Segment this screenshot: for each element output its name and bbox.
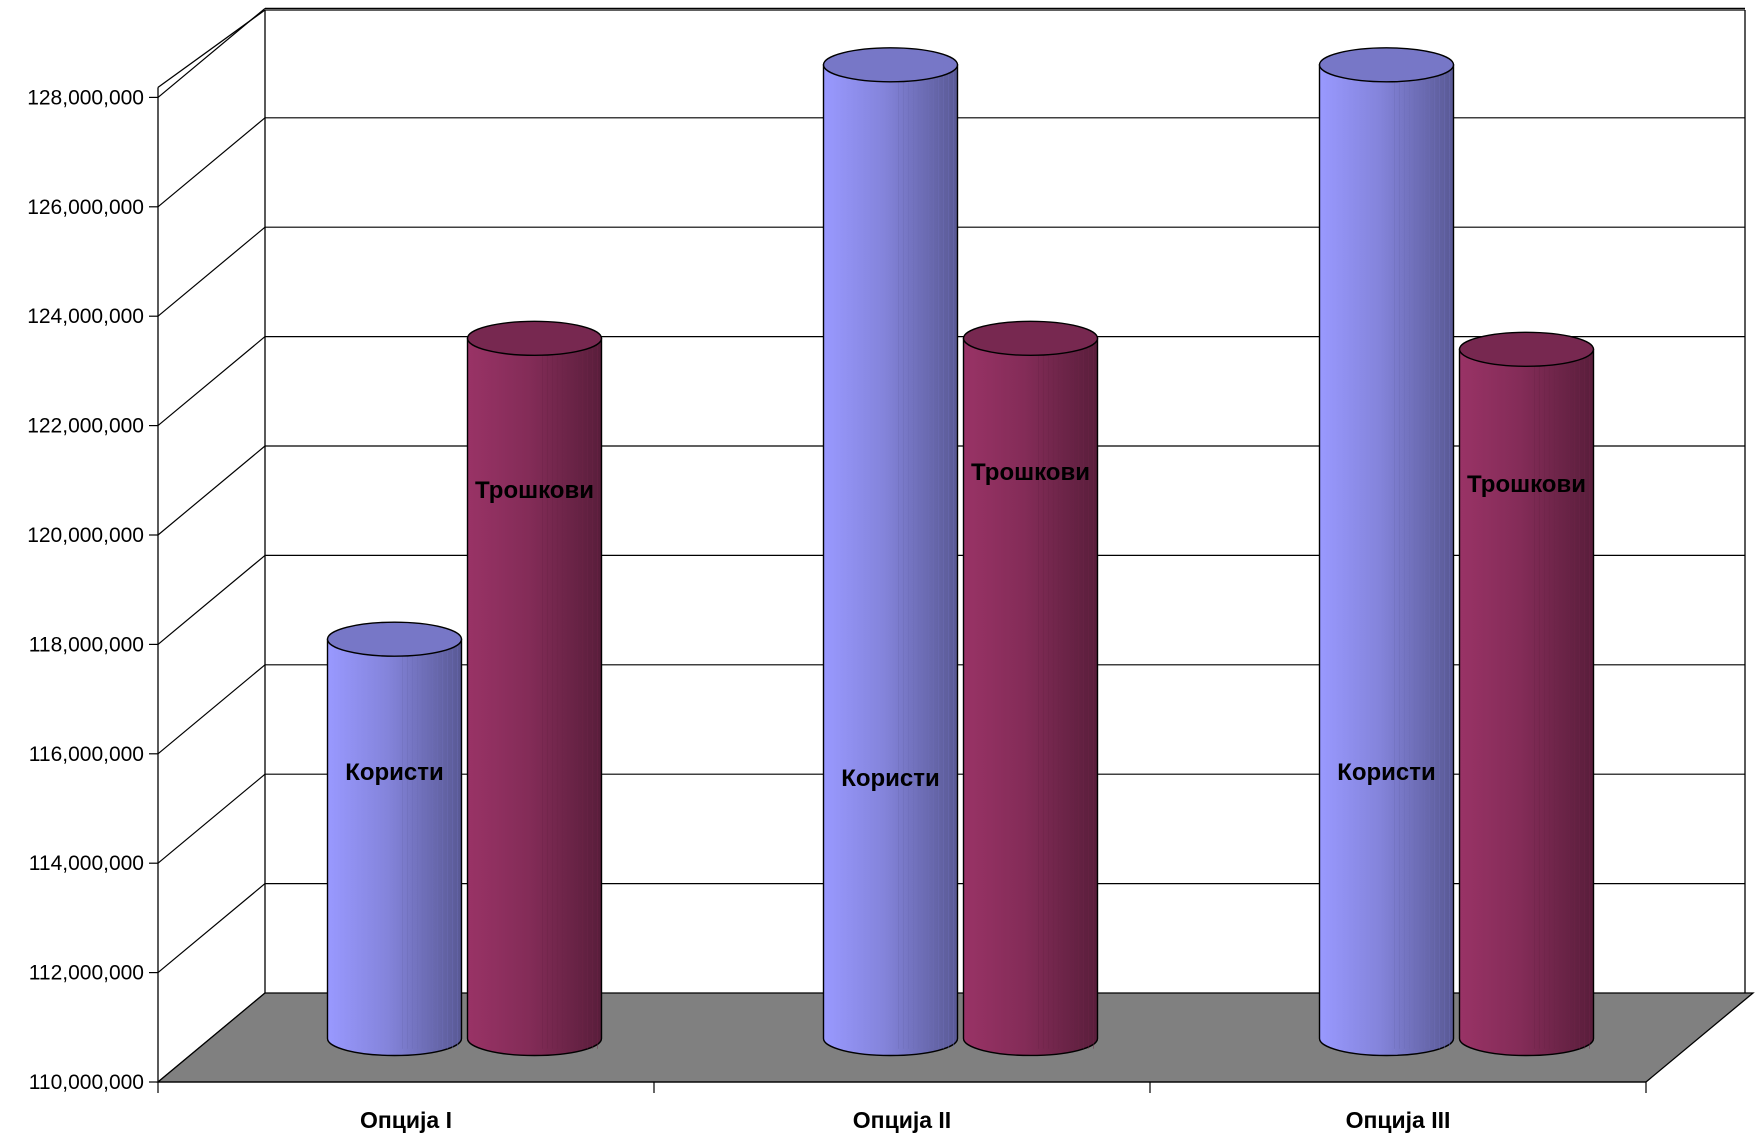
bar-troskovi <box>962 320 1099 1057</box>
y-tick-label: 122,000,000 <box>27 415 144 438</box>
cylinder-top <box>1318 47 1455 83</box>
value-axis: 110,000,000 112,000,000 114,000,000 116,000… <box>27 86 158 1094</box>
y-tick-label: 128,000,000 <box>27 86 144 109</box>
x-tick-label: Опција III <box>1346 1107 1451 1133</box>
data-label: Трошкови <box>971 459 1090 486</box>
y-tick-label: 114,000,000 <box>29 852 144 875</box>
plot-bars <box>326 47 1595 1057</box>
data-label: Трошкови <box>475 477 594 504</box>
cylinder-top <box>466 320 603 357</box>
x-tick-label: Опција I <box>360 1107 452 1133</box>
cylinder-body <box>1318 64 1455 1057</box>
data-label: Користи <box>841 765 940 792</box>
cylinder-body <box>466 337 603 1057</box>
bar-troskovi <box>1458 331 1595 1057</box>
bar-koristi <box>1318 47 1455 1057</box>
bar-koristi <box>822 47 959 1057</box>
cylinder-top <box>326 621 463 657</box>
side-gridline <box>157 226 266 317</box>
y-tick-label: 126,000,000 <box>27 196 144 219</box>
category-axis: Опција I Опција II Опција III <box>157 1081 1647 1133</box>
side-gridline <box>157 445 266 536</box>
y-tick-label: 118,000,000 <box>29 633 144 656</box>
cylinder-body <box>962 337 1099 1057</box>
data-label: Користи <box>345 759 444 786</box>
cylinder-body <box>822 64 959 1057</box>
bar-troskovi <box>466 320 603 1057</box>
cylinder-top <box>822 47 959 83</box>
cylinder-top <box>1458 331 1595 367</box>
y-tick-label: 110,000,000 <box>29 1071 144 1094</box>
side-gridline <box>157 664 266 755</box>
x-tick-label: Опција II <box>853 1107 951 1133</box>
y-tick-label: 124,000,000 <box>27 305 144 328</box>
data-label: Користи <box>1337 759 1436 786</box>
y-tick-label: 112,000,000 <box>29 962 144 985</box>
side-gridline <box>157 883 266 974</box>
side-gridline <box>157 554 266 645</box>
cylinder-body <box>326 638 463 1057</box>
y-tick-label: 116,000,000 <box>29 743 144 766</box>
cylinder-top <box>962 320 1099 357</box>
data-label: Трошкови <box>1467 471 1586 498</box>
y-tick-label: 120,000,000 <box>27 524 144 547</box>
cylinder-body <box>1458 348 1595 1057</box>
data-labels: Користи Трошкови Користи Трошкови Користи Тро… <box>345 459 1586 792</box>
side-gridline <box>157 773 266 864</box>
side-gridline <box>157 336 266 427</box>
side-gridline <box>157 117 266 208</box>
side-gridline <box>157 7 266 98</box>
bar-koristi <box>326 621 463 1057</box>
